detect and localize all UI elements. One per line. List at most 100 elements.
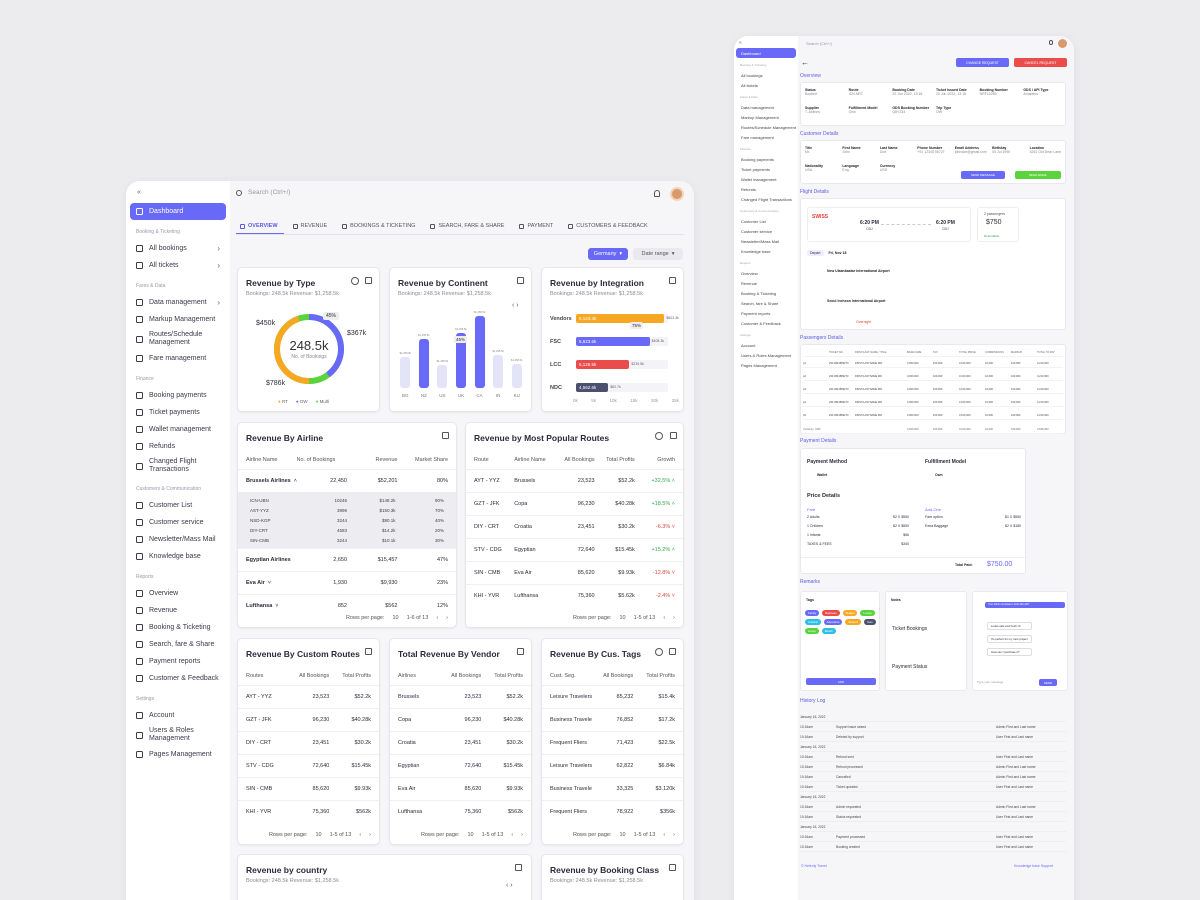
table-row[interactable]: Eva Air 85,620 $9.93k: [390, 777, 531, 800]
tab-item[interactable]: BOOKINGS & TICKETING: [342, 223, 415, 229]
sidebar-item[interactable]: Ticket payments: [130, 404, 226, 421]
chevron-icon[interactable]: ˄: [294, 478, 297, 484]
table-row[interactable]: Leisure Travelers 85,232 $15.4k: [542, 685, 683, 708]
chevron-icon[interactable]: ˅: [275, 603, 279, 609]
table-row[interactable]: Business Travelers 33,325 $3.120k: [542, 777, 683, 800]
sidebar-item[interactable]: Fare management: [736, 132, 796, 142]
sidebar-item[interactable]: Users & Roles Management: [130, 724, 226, 746]
sidebar-item[interactable]: Knowledge base: [736, 246, 796, 256]
sidebar-item[interactable]: Changed Flight Transactions: [736, 194, 796, 204]
sidebar-item[interactable]: Booking & Ticketing: [736, 288, 796, 298]
table-row[interactable]: GZT - JFK 96,230 $40.28k: [238, 708, 379, 731]
calendar-icon[interactable]: [669, 864, 676, 871]
sidebar-item[interactable]: Users & Roles Management: [736, 350, 796, 360]
footer-links[interactable]: Knowledge base Support: [1014, 864, 1054, 868]
sidebar-item[interactable]: Knowledge base: [130, 548, 226, 565]
search-bar[interactable]: Search (Ctrl+/): [236, 189, 290, 196]
calendar-icon[interactable]: [669, 648, 676, 655]
collapse-icon[interactable]: «: [739, 40, 742, 46]
next-page-button[interactable]: ›: [673, 615, 675, 621]
sidebar-item[interactable]: Overview: [130, 585, 226, 602]
rows-per-page-select[interactable]: 10: [619, 615, 626, 621]
sidebar-item[interactable]: Customer & Feedback: [130, 670, 226, 687]
sidebar-item[interactable]: Revenue: [130, 602, 226, 619]
calendar-icon[interactable]: [517, 648, 524, 655]
table-row[interactable]: DIY - CRT Croatia 23,451 $30.2k -6.3% ˅: [466, 515, 683, 538]
sidebar-item[interactable]: Newsletter/Mass Mail: [130, 531, 226, 548]
sidebar-item[interactable]: Routes/Schedule Management: [130, 328, 226, 350]
sidebar-item[interactable]: Customer service: [130, 514, 226, 531]
table-row[interactable]: SIN - CMB Eva Air 85,620 $9.93k -12.8% ˅: [466, 561, 683, 584]
rows-per-page-select[interactable]: 10: [467, 832, 474, 838]
table-row[interactable]: KHI - YVR 75,360 $562k: [238, 800, 379, 823]
tag-chip[interactable]: Student: [845, 619, 862, 625]
back-arrow-icon[interactable]: ←: [801, 58, 809, 67]
table-row[interactable]: Frequent Fliers 71,423 $22.5k: [542, 731, 683, 754]
next-page-button[interactable]: ›: [369, 832, 371, 838]
sidebar-item[interactable]: Overview: [736, 268, 796, 278]
sidebar-item[interactable]: Data management: [736, 102, 796, 112]
avatar[interactable]: [670, 187, 684, 201]
country-select[interactable]: Germany ▾: [588, 248, 628, 260]
table-row[interactable]: DIY - CRT 23,451 $30.2k: [238, 731, 379, 754]
calendar-icon[interactable]: [365, 648, 372, 655]
globe-icon[interactable]: [655, 648, 663, 656]
chevron-icon[interactable]: ˅: [267, 580, 271, 586]
tab-item[interactable]: SEARCH, FARE & SHARE: [430, 223, 504, 229]
date-range-select[interactable]: Date range ▾: [633, 248, 683, 260]
prev-page-button[interactable]: ‹: [663, 832, 666, 838]
table-row[interactable]: STV - CDG 72,640 $15.45k: [238, 754, 379, 777]
send-message-button[interactable]: SEND MESSAGE: [961, 171, 1005, 179]
next-page-button[interactable]: ›: [446, 615, 448, 621]
avatar[interactable]: [1058, 39, 1067, 48]
change-request-button[interactable]: CHANGE REQUEST: [956, 58, 1009, 67]
sidebar-item[interactable]: Booking payments: [736, 154, 796, 164]
prev-arrow[interactable]: ‹ ›: [512, 302, 519, 309]
carousel-arrows[interactable]: ‹ ›: [506, 882, 513, 889]
globe-icon[interactable]: [351, 277, 359, 285]
sidebar-item[interactable]: Customer service: [736, 226, 796, 236]
add-tag-button[interactable]: ADD: [806, 678, 876, 685]
cancel-request-button[interactable]: CANCEL REQUEST: [1014, 58, 1067, 67]
table-row[interactable]: Croatia 23,451 $30.2k: [390, 731, 531, 754]
table-row[interactable]: Eva Air ˅ 1,930 $9,930 23%: [238, 571, 456, 594]
tag-chip[interactable]: Luxury: [860, 610, 875, 616]
sidebar-item[interactable]: Booking & Ticketing: [130, 619, 226, 636]
table-row[interactable]: Leisure Travelers 62,822 $6.84k: [542, 754, 683, 777]
calendar-icon[interactable]: [515, 864, 522, 871]
table-row[interactable]: STV - CDG Egyptian 72,640 $15.45k +15.2% ˄: [466, 538, 683, 561]
rows-per-page-select[interactable]: 10: [315, 832, 322, 838]
sidebar-item[interactable]: All tickets: [736, 80, 796, 90]
sidebar-item[interactable]: Refunds: [736, 184, 796, 194]
calendar-icon[interactable]: [442, 432, 449, 439]
next-page-button[interactable]: ›: [521, 832, 523, 838]
sidebar-item[interactable]: Data management ›: [130, 294, 226, 311]
sidebar-item[interactable]: Wallet management: [736, 174, 796, 184]
tab-item[interactable]: CUSTOMERS & FEEDBACK: [568, 223, 648, 229]
sidebar-item[interactable]: Search, fare & Share: [736, 298, 796, 308]
tag-chip[interactable]: Group: [805, 628, 819, 634]
tag-chip[interactable]: Adventure: [823, 619, 843, 625]
tag-chip[interactable]: Business: [822, 610, 840, 616]
tab-item[interactable]: REVENUE: [292, 223, 327, 229]
table-row[interactable]: Brussels Airlines˄ 22,450 $52,201 80%: [238, 469, 456, 492]
tag-chip[interactable]: Budget: [842, 610, 858, 616]
calendar-icon[interactable]: [669, 277, 676, 284]
sidebar-item[interactable]: Pages Management: [130, 746, 226, 763]
tag-chip[interactable]: Family: [805, 610, 820, 616]
prev-page-button[interactable]: ‹: [436, 615, 439, 621]
sidebar-item[interactable]: Routes/Schedule Management: [736, 122, 796, 132]
tag-chip[interactable]: Cultural: [805, 619, 821, 625]
calendar-icon[interactable]: [670, 432, 677, 439]
tag-chip[interactable]: Solo: [864, 619, 876, 625]
prev-page-button[interactable]: ‹: [511, 832, 514, 838]
table-row[interactable]: Business Travelers 76,852 $17.2k: [542, 708, 683, 731]
search-input[interactable]: Search (Ctrl+/): [806, 41, 833, 46]
sidebar-item[interactable]: All tickets ›: [130, 257, 226, 274]
collapse-icon[interactable]: «: [137, 189, 141, 196]
sidebar-item-dashboard[interactable]: Dashboard: [736, 48, 796, 58]
table-row[interactable]: GZT - JFK Copa 96,230 $40.28k +18.5% ˄: [466, 492, 683, 515]
sidebar-item[interactable]: Newsletter/Mass Mail: [736, 236, 796, 246]
sidebar-item[interactable]: Markup Management: [736, 112, 796, 122]
sidebar-item[interactable]: All bookings ›: [130, 240, 226, 257]
